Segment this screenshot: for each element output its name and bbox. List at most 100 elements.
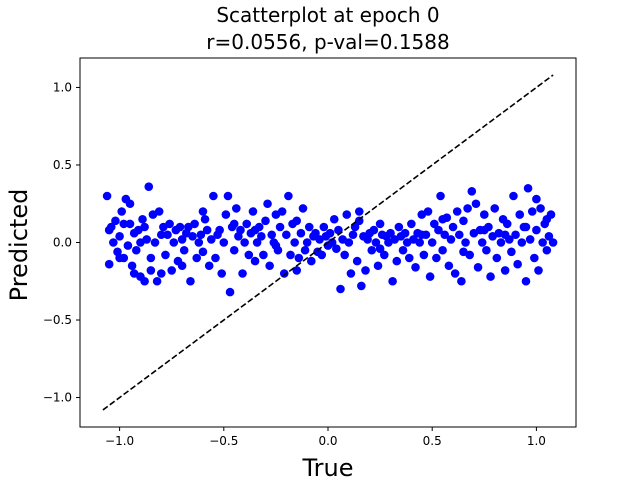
scatter-point xyxy=(457,276,466,286)
scatter-point xyxy=(102,191,112,201)
scatter-point xyxy=(415,238,425,247)
scatter-point xyxy=(156,230,166,240)
scatter-point xyxy=(459,247,468,257)
scatter-point xyxy=(394,222,404,232)
scatter-point xyxy=(434,225,443,235)
scatter-point xyxy=(275,222,285,232)
scatter-point xyxy=(521,276,531,286)
scatter-point xyxy=(492,253,502,263)
scatter-point xyxy=(407,219,416,229)
scatter-point xyxy=(513,259,522,269)
scatter-point xyxy=(307,256,316,266)
scatter-point xyxy=(290,238,299,247)
scatter-point xyxy=(369,225,379,235)
scatter-point xyxy=(544,232,554,241)
scatter-point xyxy=(325,228,335,238)
scatter-point xyxy=(319,222,329,232)
scatter-point xyxy=(502,219,512,229)
scatter-point xyxy=(427,238,437,247)
scatter-point xyxy=(367,245,377,255)
scatter-point xyxy=(400,228,410,238)
y-tick-label: −0.5 xyxy=(43,313,72,327)
scatter-point xyxy=(188,232,197,241)
scatter-point xyxy=(221,210,231,219)
scatter-point xyxy=(209,191,218,201)
scatter-point xyxy=(298,204,308,213)
scatter-point xyxy=(477,238,487,247)
scatter-point xyxy=(467,187,477,196)
scatter-point xyxy=(327,238,337,247)
scatter-point xyxy=(348,230,358,240)
scatter-point xyxy=(509,191,518,201)
scatter-point xyxy=(204,261,214,271)
x-tick-label: 0.0 xyxy=(318,434,337,448)
scatter-point xyxy=(538,238,547,247)
scatter-point xyxy=(265,261,274,271)
scatter-point xyxy=(202,225,212,235)
scatter-point xyxy=(480,210,489,219)
y-tick-label: 0.0 xyxy=(53,236,72,250)
scatter-point xyxy=(373,261,383,271)
scatter-point xyxy=(223,191,233,201)
reference-line xyxy=(102,74,554,411)
scatter-point xyxy=(329,214,339,224)
x-tick-label: 1.0 xyxy=(527,434,546,448)
scatter-point xyxy=(361,266,370,275)
plot-area: −1.0 −0.5 0.0 0.5 1.0 −1.0 −0.5 0.0 0.5 1.0 xyxy=(43,57,577,448)
scatter-point xyxy=(300,245,310,255)
scatter-point xyxy=(215,225,224,235)
scatter-point xyxy=(419,250,429,260)
scatter-point xyxy=(175,222,185,232)
scatter-point xyxy=(357,281,366,291)
scatter-point xyxy=(548,238,558,247)
scatter-point xyxy=(154,207,164,216)
y-tick-label: 1.0 xyxy=(53,80,72,94)
scatter-point xyxy=(344,238,354,247)
scatter-point xyxy=(482,245,491,255)
scatter-point xyxy=(292,216,302,226)
scatter-point xyxy=(111,216,120,226)
scatter-point xyxy=(304,222,314,232)
scatter-point xyxy=(198,207,208,216)
scatter-point xyxy=(282,230,291,240)
scatter-point xyxy=(527,207,537,216)
scatter-point xyxy=(486,272,495,281)
scatter-point xyxy=(240,238,249,247)
scatter-point xyxy=(440,230,450,240)
scatter-point xyxy=(161,250,170,260)
scatter-point xyxy=(267,230,277,240)
scatter-point xyxy=(517,238,527,247)
scatter-point xyxy=(342,210,352,219)
scatter-point xyxy=(236,225,245,235)
scatter-point xyxy=(144,182,154,191)
scatter-point xyxy=(284,191,293,201)
scatter-point xyxy=(425,272,435,281)
scatter-point xyxy=(115,253,124,263)
scatter-point xyxy=(317,250,327,260)
scatter-point xyxy=(125,199,135,209)
scatter-point xyxy=(448,222,458,232)
scatter-point xyxy=(131,245,141,255)
x-tick-label: −0.5 xyxy=(209,434,238,448)
y-tick-label: 0.5 xyxy=(53,158,72,172)
scatter-point xyxy=(532,194,541,204)
scatter-point xyxy=(232,204,241,213)
scatter-point xyxy=(438,245,447,255)
scatter-point xyxy=(411,263,420,272)
scatter-point xyxy=(146,266,156,275)
scatter-point xyxy=(346,269,356,278)
scatter-point xyxy=(463,204,472,213)
scatter-point xyxy=(200,214,210,224)
scatter-point xyxy=(109,238,118,247)
scatter-point xyxy=(444,261,454,271)
scatter-point xyxy=(521,222,531,232)
scatter-point xyxy=(206,235,216,244)
scatter-point xyxy=(452,207,462,216)
scatter-point xyxy=(119,219,129,229)
scatter-point xyxy=(292,266,302,275)
scatter-point xyxy=(542,214,552,224)
scatter-point xyxy=(532,225,541,235)
scatter-point xyxy=(404,253,414,263)
scatter-point xyxy=(296,228,306,238)
